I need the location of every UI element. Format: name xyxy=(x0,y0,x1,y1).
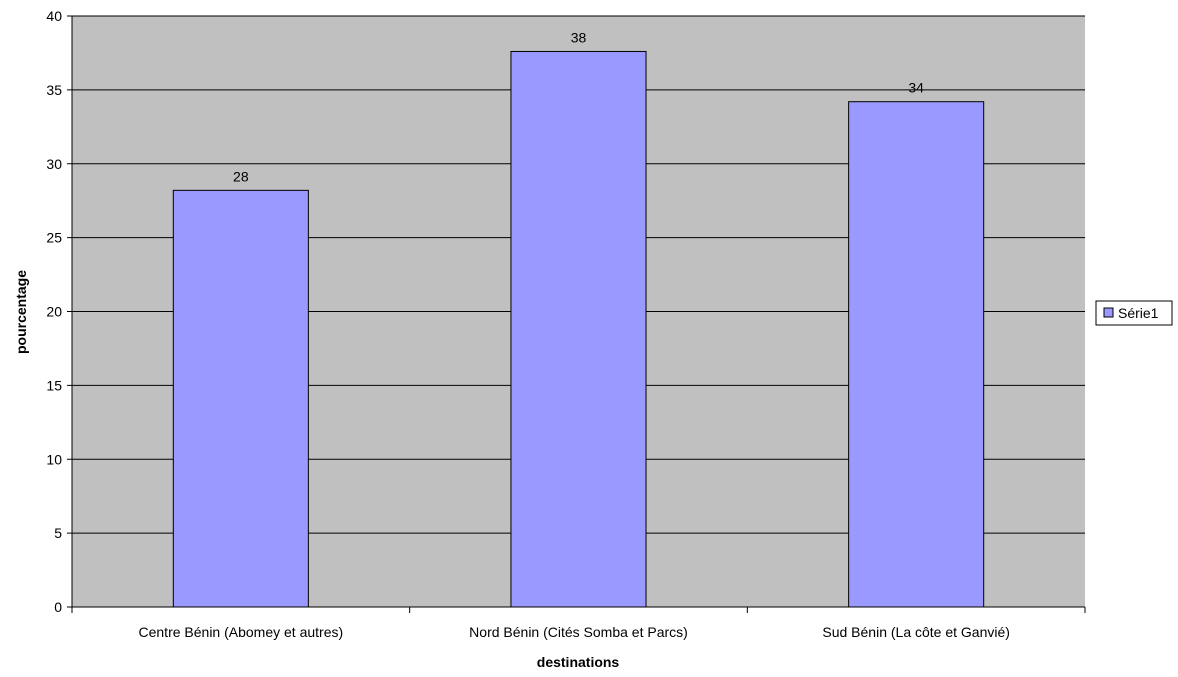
legend-label: Série1 xyxy=(1118,305,1159,321)
x-tick-label: Sud Bénin (La côte et Ganvié) xyxy=(822,624,1010,640)
x-tick-label: Nord Bénin (Cités Somba et Parcs) xyxy=(469,624,688,640)
bar xyxy=(510,50,647,608)
y-tick-label: 10 xyxy=(46,451,62,467)
bar xyxy=(172,189,309,608)
data-labels: 28 38 34 xyxy=(233,29,924,184)
x-tick-label: Centre Bénin (Abomey et autres) xyxy=(139,624,344,640)
y-tick-label: 0 xyxy=(54,599,62,615)
y-tick-label: 15 xyxy=(46,377,62,393)
bars xyxy=(172,50,985,608)
x-tick-labels: Centre Bénin (Abomey et autres) Nord Béni… xyxy=(139,624,1010,640)
data-label: 38 xyxy=(571,29,587,45)
axes xyxy=(67,15,1086,613)
legend-swatch xyxy=(1103,307,1114,318)
y-tick-label: 20 xyxy=(46,304,62,320)
y-tick-label: 25 xyxy=(46,230,62,246)
y-axis-title: pourcentage xyxy=(13,270,29,354)
data-label: 28 xyxy=(233,168,249,184)
y-tick-label: 5 xyxy=(54,525,62,541)
y-tick-label: 30 xyxy=(46,156,62,172)
x-axis-title: destinations xyxy=(537,654,620,670)
y-tick-labels: 0 5 10 15 20 25 30 35 40 xyxy=(46,8,62,615)
y-tick-label: 40 xyxy=(46,8,62,24)
legend: Série1 xyxy=(1095,300,1173,326)
bar xyxy=(848,101,985,608)
data-label: 34 xyxy=(908,80,924,96)
y-tick-label: 35 xyxy=(46,82,62,98)
